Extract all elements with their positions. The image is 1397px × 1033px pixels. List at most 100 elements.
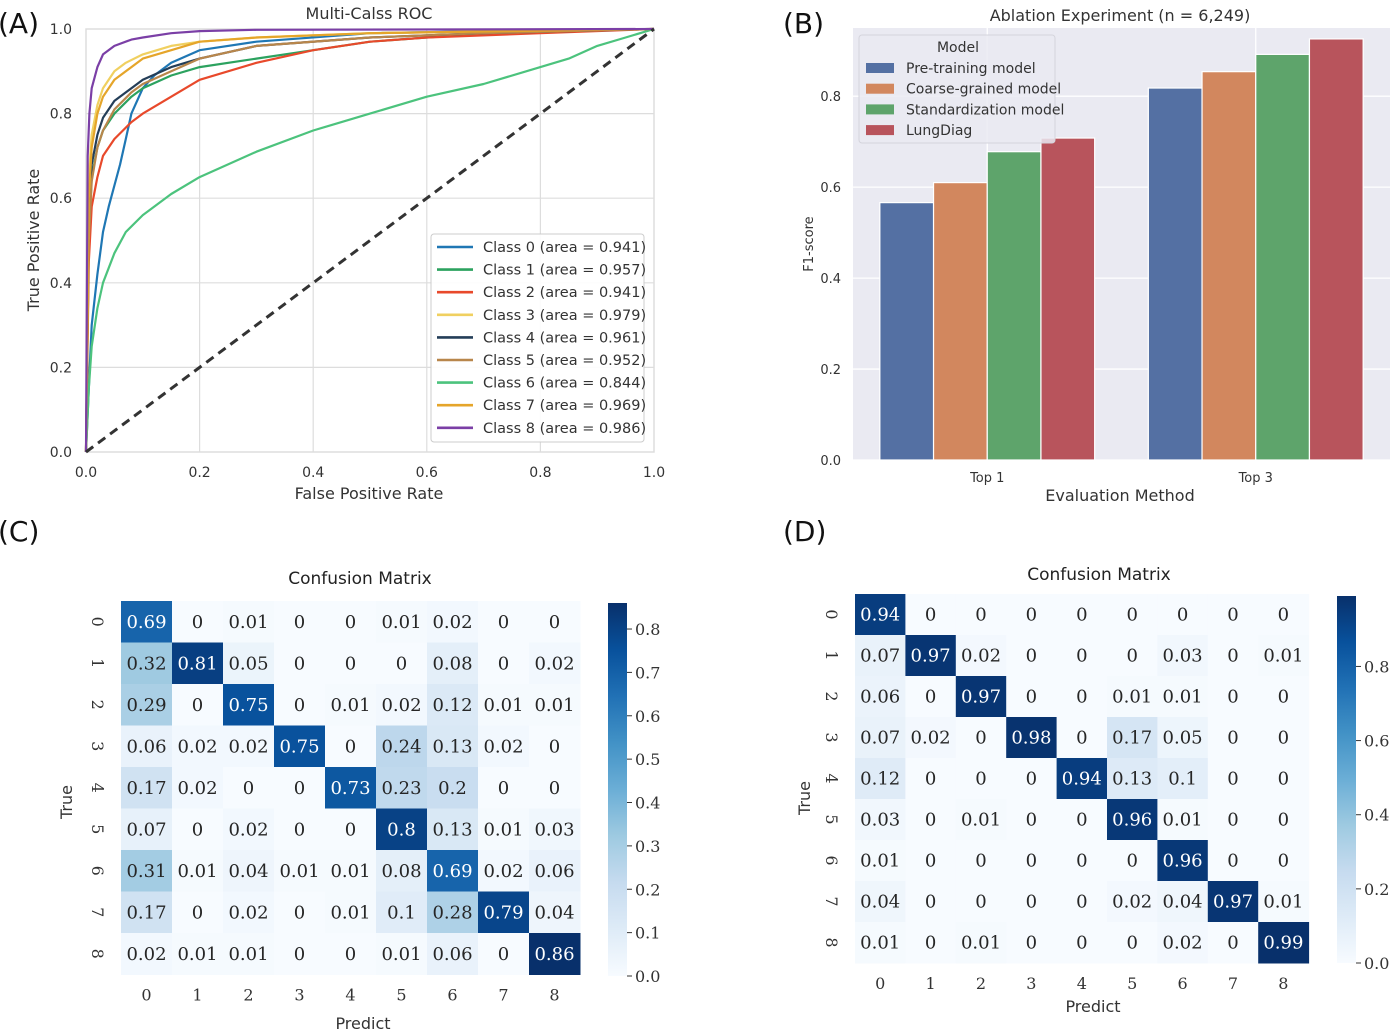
cm-cell-value: 0.97 — [961, 687, 1001, 708]
cm-c-y-label: True — [57, 785, 76, 820]
roc-y-tick: 0.2 — [50, 360, 72, 376]
cm-cell-value: 0 — [1227, 605, 1238, 626]
roc-title: Multi-Calss ROC — [306, 4, 433, 23]
cm-cell-value: 0 — [192, 819, 203, 840]
cm-cell — [478, 601, 530, 643]
cm-cell-value: 0.96 — [1112, 810, 1152, 831]
cm-cell — [1107, 676, 1158, 718]
cm-cell — [172, 850, 224, 892]
bar-1-2 — [1255, 53, 1311, 461]
cm-cell-value: 0 — [1278, 810, 1289, 831]
cm-cell-value: 0 — [498, 653, 509, 674]
cm-cell-value: 0.86 — [534, 944, 574, 965]
cm-cell — [478, 767, 530, 809]
cm-cell — [223, 601, 275, 643]
bar-ticks: 0.0 0.2 0.4 0.6 0.8 Top 1 Top 3 — [820, 90, 1273, 486]
cm-cell — [1157, 799, 1209, 841]
cm-cell-value: 0.01 — [228, 612, 268, 633]
cm-cell — [223, 850, 275, 892]
cm-cell — [1006, 594, 1058, 636]
cm-cell — [1107, 758, 1158, 800]
colorbar-tick-label: 0.6 — [635, 707, 660, 726]
cm-cell-value: 0.75 — [279, 736, 319, 757]
cm-cell-value: 0.01 — [330, 695, 370, 716]
cm-cell-value: 0.01 — [860, 933, 900, 954]
cm-d-colorbar — [1337, 596, 1356, 963]
cm-cell-value: 0.01 — [381, 612, 421, 633]
colorbar-tick-label: 0.3 — [635, 837, 660, 856]
colorbar-tick-label: 0.2 — [1364, 880, 1389, 899]
cm-cell-value: 0.08 — [381, 861, 421, 882]
cm-cell-value: 0 — [1076, 687, 1087, 708]
cm-cell-value: 0 — [1026, 851, 1037, 872]
cm-cell — [855, 676, 906, 718]
cm-cell — [325, 684, 377, 726]
cm-cell-value: 0.06 — [432, 944, 472, 965]
cm-cell — [1006, 676, 1058, 718]
cm-cell-value: 0 — [294, 612, 305, 633]
cm-cell — [1258, 635, 1310, 677]
cm-cell — [121, 725, 173, 768]
roc-x-tick: 0.4 — [302, 465, 324, 481]
cm-y-tick: 5 — [88, 824, 107, 834]
cm-cell-value: 0.98 — [1011, 728, 1051, 749]
cm-cell-value: 0 — [1126, 605, 1137, 626]
cm-cell — [955, 840, 1007, 882]
cm-cell — [172, 601, 224, 643]
cm-cell — [1107, 594, 1158, 636]
cm-cell-value: 0 — [975, 728, 986, 749]
cm-cell-value: 0 — [1126, 933, 1137, 954]
cm-cell-value: 0 — [925, 933, 936, 954]
cm-cell-value: 0 — [1026, 646, 1037, 667]
cm-cell — [121, 767, 173, 809]
cm-cell — [1157, 881, 1209, 923]
cm-cell-value: 0.8 — [387, 819, 416, 840]
colorbar-tick-label: 0.7 — [635, 663, 660, 682]
cm-y-tick: 2 — [822, 691, 841, 701]
cm-cell-value: 0.06 — [534, 861, 574, 882]
cm-cell — [905, 676, 957, 718]
roc-x-tick: 0.8 — [529, 465, 551, 481]
cm-cell-value: 0.01 — [1112, 687, 1152, 708]
cm-c-x-label: Predict — [335, 1014, 390, 1033]
cm-x-tick: 5 — [396, 986, 406, 1005]
cm-cell-value: 0.23 — [381, 778, 421, 799]
bar-1-1 — [1201, 71, 1257, 461]
cm-cell — [955, 717, 1007, 759]
cm-cell — [905, 799, 957, 841]
cm-cell — [1006, 717, 1058, 759]
roc-chart: Multi-Calss ROC 0.0 0.2 0.4 0.6 0.8 1.0 0.0 0.2… — [24, 4, 665, 503]
cm-cell-value: 0.07 — [860, 646, 900, 667]
cm-cell-value: 0.94 — [1062, 769, 1102, 790]
roc-series-line-8 — [84, 27, 655, 453]
cm-cell — [1056, 840, 1108, 882]
cm-cell-value: 0 — [975, 605, 986, 626]
cm-cell — [1056, 881, 1108, 923]
cm-cell-value: 0.01 — [1163, 810, 1203, 831]
cm-cell-value: 0.01 — [381, 944, 421, 965]
cm-cell — [1207, 799, 1259, 841]
cm-y-tick: 8 — [88, 949, 107, 959]
bar-legend-label: Coarse-grained model — [906, 82, 1061, 98]
cm-cell-value: 0.97 — [1213, 892, 1253, 913]
cm-cell — [478, 808, 530, 851]
colorbar-tick-label: 0.0 — [1364, 954, 1389, 973]
cm-cell — [1056, 799, 1108, 841]
cm-cell — [427, 684, 479, 726]
colorbar-tick-label: 0.8 — [635, 620, 660, 639]
cm-cell-value: 0 — [1076, 646, 1087, 667]
cm-cell — [223, 808, 275, 851]
cm-cell — [1207, 717, 1259, 759]
cm-x-tick: 1 — [926, 974, 936, 993]
cm-cell — [1107, 799, 1158, 841]
cm-cell-value: 0.02 — [1112, 892, 1152, 913]
roc-y-label: True Positive Rate — [24, 169, 43, 313]
cm-cell-value: 0.02 — [534, 653, 574, 674]
panel-label-a: (A) — [0, 7, 39, 40]
roc-legend-label: Class 4 (area = 0.961) — [483, 330, 646, 346]
cm-cell — [905, 717, 957, 759]
roc-series-line-5 — [84, 27, 655, 453]
cm-cell-value: 0 — [294, 653, 305, 674]
colorbar-tick-label: 0.4 — [1364, 806, 1389, 825]
cm-cell-value: 0.24 — [381, 736, 421, 757]
